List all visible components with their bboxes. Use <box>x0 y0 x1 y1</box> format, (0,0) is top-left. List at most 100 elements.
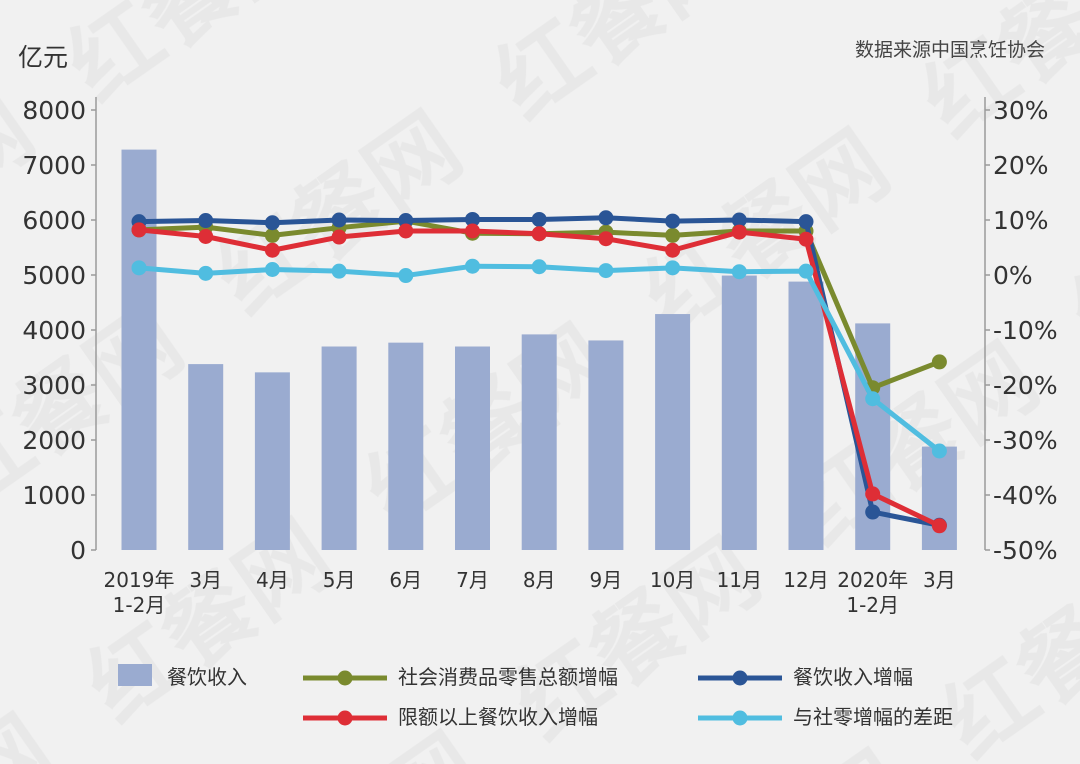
legend-item-retail-growth: 社会消费品零售总额增幅 <box>303 665 618 689</box>
point-catering_growth-1 <box>198 213 214 229</box>
x-tick-label-4: 6月 <box>389 568 422 592</box>
x-tick-label-line: 3月 <box>189 568 222 592</box>
point-gap-11 <box>865 391 881 407</box>
x-tick-label-line: 6月 <box>389 568 422 592</box>
x-tick-label-line: 8月 <box>523 568 556 592</box>
bar-1 <box>188 364 224 550</box>
y2-tick-label-3: -20% <box>993 371 1058 400</box>
x-tick-label-3: 5月 <box>323 568 356 592</box>
legend-item-catering-growth: 餐饮收入增幅 <box>698 665 913 689</box>
x-tick-label-7: 9月 <box>590 568 623 592</box>
point-catering_growth-9 <box>731 212 747 228</box>
x-tick-label-line: 2019年 <box>104 568 175 592</box>
legend-swatch-bar <box>118 664 152 686</box>
legend-label-catering-growth: 餐饮收入增幅 <box>793 665 913 689</box>
point-retail_growth-2 <box>264 227 280 243</box>
x-tick-label-line: 9月 <box>590 568 623 592</box>
bar-0 <box>121 149 157 550</box>
y2-tick-label-6: 10% <box>993 206 1049 235</box>
point-above_limit_growth-0 <box>131 222 147 238</box>
y-tick-label-7: 7000 <box>22 151 86 180</box>
y-tick-label-1: 1000 <box>22 481 86 510</box>
bar-12 <box>921 446 957 550</box>
bar-5 <box>455 346 490 550</box>
legend-item-bar: 餐饮收入 <box>118 664 247 689</box>
point-catering_growth-2 <box>264 215 280 231</box>
point-above_limit_growth-8 <box>665 242 681 258</box>
legend-marker-retail-growth <box>337 670 353 686</box>
x-tick-label-line: 1-2月 <box>846 593 899 617</box>
legend-label-bar: 餐饮收入 <box>167 665 247 689</box>
x-tick-label-2: 4月 <box>256 568 289 592</box>
point-above_limit_growth-9 <box>731 224 747 240</box>
y-tick-label-5: 5000 <box>22 261 86 290</box>
bar-4 <box>388 342 424 550</box>
x-tick-label-line: 12月 <box>783 568 828 592</box>
point-above_limit_growth-7 <box>598 231 614 247</box>
point-retail_growth-12 <box>931 354 947 370</box>
point-catering_growth-7 <box>598 210 614 226</box>
y2-tick-label-4: -10% <box>993 316 1058 345</box>
x-tick-label-line: 5月 <box>323 568 356 592</box>
x-tick-label-0: 2019年 1-2月 <box>104 568 175 617</box>
point-above_limit_growth-6 <box>531 226 547 242</box>
y-axis-unit-label: 亿元 <box>18 43 68 72</box>
y2-tick-label-7: 20% <box>993 151 1049 180</box>
point-above_limit_growth-3 <box>331 229 347 245</box>
x-tick-label-8: 10月 <box>650 568 695 592</box>
x-tick-label-10: 12月 <box>783 568 828 592</box>
bar-9 <box>721 275 757 550</box>
y-tick-label-0: 0 <box>70 536 86 565</box>
bar-3 <box>321 346 357 550</box>
x-tick-label-line: 11月 <box>717 568 762 592</box>
point-above_limit_growth-11 <box>865 486 881 502</box>
legend: 餐饮收入 社会消费品零售总额增幅 餐饮收入增幅 限额以上餐饮收入增幅 与社零增幅… <box>118 664 953 729</box>
legend-marker-gap <box>732 710 748 726</box>
point-catering_growth-10 <box>798 214 814 230</box>
x-tick-label-5: 7月 <box>456 568 489 592</box>
point-above_limit_growth-2 <box>264 242 280 258</box>
point-gap-9 <box>731 264 747 280</box>
x-tick-label-1: 3月 <box>189 568 222 592</box>
bar-6 <box>521 334 557 550</box>
bar-7 <box>588 340 624 550</box>
y-tick-label-6: 6000 <box>22 206 86 235</box>
point-gap-5 <box>465 258 480 274</box>
point-gap-0 <box>131 260 147 276</box>
y-tick-label-2: 2000 <box>22 426 86 455</box>
y2-tick-label-2: -30% <box>993 426 1058 455</box>
y2-tick-label-1: -40% <box>993 481 1058 510</box>
point-gap-8 <box>665 260 681 276</box>
point-gap-2 <box>264 262 280 277</box>
x-tick-label-line: 1-2月 <box>113 593 166 617</box>
point-above_limit_growth-12 <box>931 518 947 534</box>
x-tick-label-line: 3月 <box>923 568 956 592</box>
x-tick-label-6: 8月 <box>523 568 556 592</box>
legend-label-above-limit-growth: 限额以上餐饮收入增幅 <box>398 705 598 729</box>
point-gap-1 <box>198 265 214 281</box>
bar-8 <box>655 314 691 550</box>
point-gap-7 <box>598 263 614 279</box>
source-label: 数据来源中国烹饪协会 <box>855 39 1045 61</box>
point-above_limit_growth-5 <box>465 223 480 239</box>
point-catering_growth-6 <box>531 211 547 227</box>
point-catering_growth-8 <box>665 213 681 229</box>
y2-tick-label-8: 30% <box>993 96 1049 125</box>
x-tick-label-line: 4月 <box>256 568 289 592</box>
legend-item-gap: 与社零增幅的差距 <box>698 705 953 729</box>
point-gap-3 <box>331 263 347 279</box>
y-tick-label-4: 4000 <box>22 316 86 345</box>
point-catering_growth-5 <box>465 211 480 227</box>
y-tick-label-3: 3000 <box>22 371 86 400</box>
point-gap-6 <box>531 259 547 275</box>
legend-label-retail-growth: 社会消费品零售总额增幅 <box>398 665 618 689</box>
x-tick-label-line: 2020年 <box>837 568 908 592</box>
y2-tick-label-5: 0% <box>993 261 1033 290</box>
x-tick-label-line: 7月 <box>456 568 489 592</box>
left-axis-ticks: 0 1000 2000 3000 4000 5000 6000 7000 8000 <box>22 96 96 565</box>
point-catering_growth-4 <box>398 213 414 229</box>
x-tick-label-line: 10月 <box>650 568 695 592</box>
point-catering_growth-3 <box>331 212 347 228</box>
